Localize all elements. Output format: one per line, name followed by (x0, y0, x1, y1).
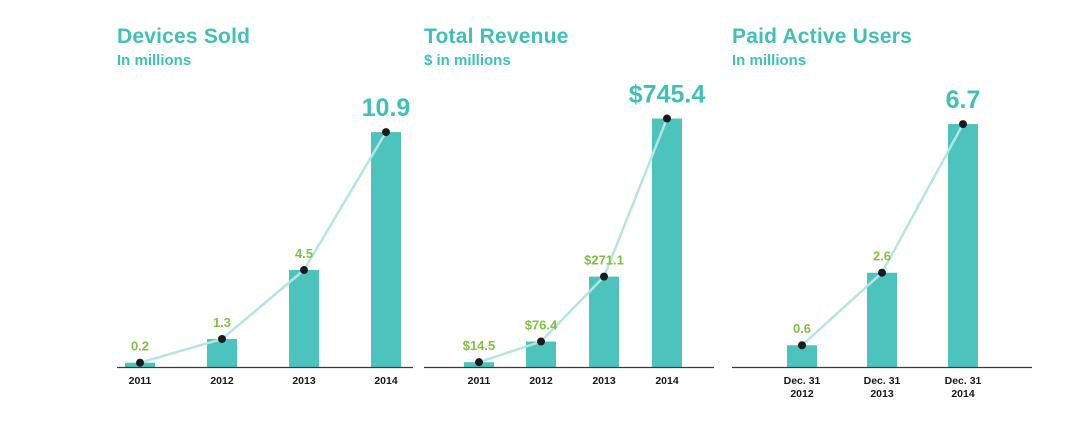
total-revenue-bar-3 (652, 118, 682, 368)
paid-active-users-value-label-0: 0.6 (793, 321, 811, 336)
total-revenue-subtitle: $ in millions (424, 52, 511, 69)
devices-sold-value-label-0: 0.2 (131, 339, 149, 354)
devices-sold-point-2 (300, 266, 308, 275)
paid-active-users-bars (787, 124, 978, 367)
total-revenue-point-0 (475, 358, 483, 367)
total-revenue-point-3 (663, 114, 671, 123)
total-revenue-tick-label-0: 2011 (468, 375, 491, 387)
devices-sold-title: Devices Sold (117, 25, 251, 48)
paid-active-users-title: Paid Active Users (732, 25, 913, 48)
total-revenue-bar-2 (589, 276, 619, 367)
devices-sold-value-label-2: 4.5 (295, 246, 313, 261)
paid-active-users-tick-label-2: Dec. 31 2014 (945, 375, 982, 400)
paid-active-users-subtitle: In millions (732, 52, 807, 69)
paid-active-users-bar-1 (867, 272, 897, 367)
devices-sold-point-0 (136, 358, 144, 367)
paid-active-users-point-1 (878, 268, 886, 277)
devices-sold-panel: Devices Sold In millions 0.2 1.3 4.5 10.9 20… (117, 0, 417, 428)
devices-sold-tick-label-1: 2012 (210, 375, 234, 387)
paid-active-users-point-0 (798, 341, 806, 350)
paid-active-users-chart: 0.6 2.6 6.7 Dec. 31 2012 Dec. 31 2013 Dec. 31 20… (732, 86, 1032, 400)
total-revenue-point-1 (537, 337, 545, 346)
devices-sold-value-label-1: 1.3 (213, 315, 231, 330)
total-revenue-point-2 (600, 272, 608, 281)
paid-active-users-value-label-2: 6.7 (946, 86, 981, 114)
paid-active-users-bar-0 (787, 345, 817, 367)
paid-active-users-point-2 (959, 120, 967, 129)
total-revenue-tick-label-2: 2013 (592, 375, 616, 387)
paid-active-users-tick-label-0: Dec. 31 2012 (784, 375, 821, 400)
devices-sold-chart: 0.2 1.3 4.5 10.9 2011 2012 2013 2014 (117, 94, 413, 387)
paid-active-users-value-label-1: 2.6 (873, 249, 891, 264)
devices-sold-tick-label-3: 2014 (374, 375, 398, 387)
devices-sold-tick-label-2: 2013 (292, 375, 316, 387)
total-revenue-chart: $14.5 $76.4 $271.1 $745.4 2011 2012 2013 2014 (424, 81, 714, 387)
total-revenue-tick-label-3: 2014 (655, 375, 679, 387)
devices-sold-trend-line (139, 131, 388, 364)
total-revenue-panel: Total Revenue $ in millions $14.5 $76.4 $2… (424, 0, 724, 428)
paid-active-users-panel: Paid Active Users In millions 0.6 2.6 6.7 D… (732, 0, 1032, 428)
devices-sold-bar-1 (207, 338, 237, 367)
total-revenue-value-label-3: $745.4 (629, 81, 706, 109)
paid-active-users-tick-label-1: Dec. 31 2013 (864, 375, 901, 400)
total-revenue-trend-line (478, 118, 669, 364)
devices-sold-tick-label-0: 2011 (129, 375, 152, 387)
paid-active-users-bar-2 (948, 124, 978, 367)
devices-sold-bars (125, 132, 401, 367)
total-revenue-bars (464, 118, 682, 368)
devices-sold-point-1 (218, 334, 226, 343)
devices-sold-bar-3 (371, 132, 401, 367)
total-revenue-value-label-0: $14.5 (463, 338, 496, 353)
devices-sold-subtitle: In millions (117, 52, 192, 69)
total-revenue-value-label-2: $271.1 (584, 253, 624, 268)
devices-sold-bar-2 (289, 270, 319, 367)
total-revenue-title: Total Revenue (424, 25, 569, 48)
devices-sold-value-label-3: 10.9 (362, 94, 411, 122)
total-revenue-value-label-1: $76.4 (525, 318, 558, 333)
total-revenue-tick-label-1: 2012 (529, 375, 553, 387)
devices-sold-point-3 (382, 128, 390, 137)
